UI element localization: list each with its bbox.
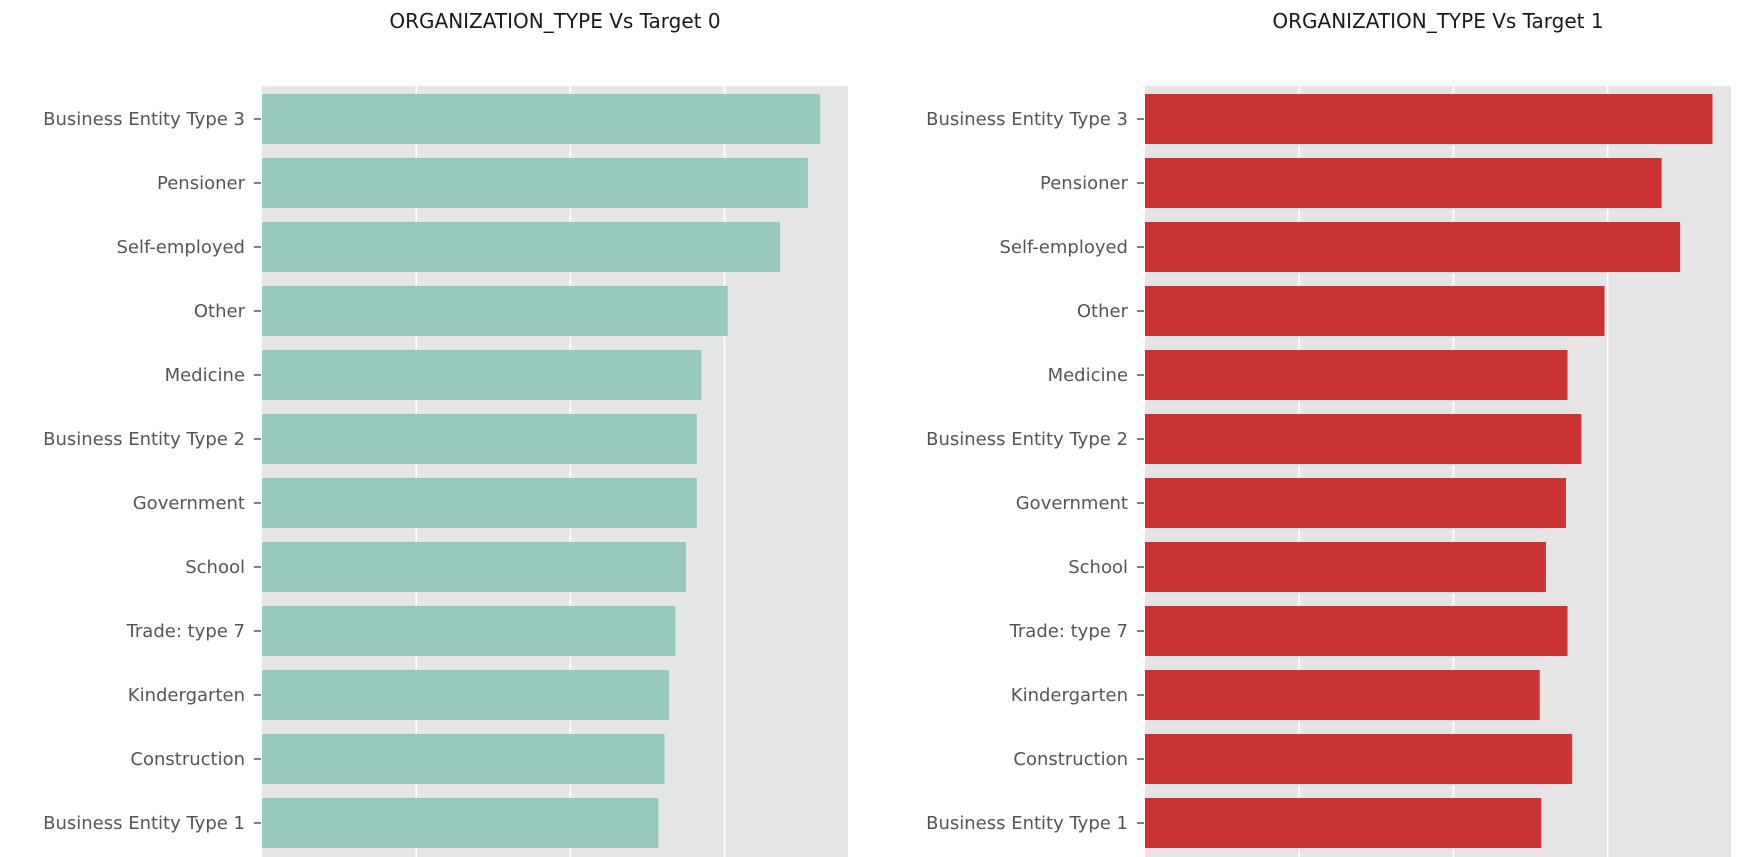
- bar: [1145, 158, 1662, 208]
- bar: [262, 734, 665, 784]
- y-tick-label: Business Entity Type 1: [926, 813, 1128, 834]
- bar: [1145, 478, 1566, 528]
- bar: [1145, 670, 1540, 720]
- y-tick-label: Medicine: [165, 365, 245, 386]
- bar: [1145, 286, 1605, 336]
- y-tick-label: Business Entity Type 3: [43, 109, 245, 130]
- y-tick-label: Trade: type 7: [126, 621, 245, 642]
- bar: [1145, 606, 1568, 656]
- y-tick-label: Self-employed: [999, 237, 1128, 258]
- y-tick-label: School: [185, 557, 245, 578]
- y-tick-label: Business Entity Type 2: [926, 429, 1128, 450]
- y-tick-label: Pensioner: [157, 173, 246, 194]
- y-tick-label: Construction: [1013, 749, 1128, 770]
- y-tick-label: Government: [133, 493, 245, 514]
- bar: [262, 94, 821, 144]
- bar: [262, 670, 670, 720]
- chart-title-target-0: ORGANIZATION_TYPE Vs Target 0: [389, 9, 720, 33]
- y-tick-label: Business Entity Type 1: [43, 813, 245, 834]
- bar: [262, 158, 808, 208]
- y-tick-label: Other: [1077, 301, 1129, 322]
- y-tick-label: School: [1068, 557, 1128, 578]
- bar: [1145, 222, 1681, 272]
- y-tick-label: Business Entity Type 2: [43, 429, 245, 450]
- y-tick-label: Other: [194, 301, 246, 322]
- bar: [262, 286, 728, 336]
- gridlines: [1298, 86, 1609, 857]
- y-tick-label: Government: [1016, 493, 1128, 514]
- bar: [262, 606, 676, 656]
- bar: [262, 222, 781, 272]
- bar: [262, 542, 687, 592]
- y-tick-label: Business Entity Type 3: [926, 109, 1128, 130]
- bar: [262, 478, 697, 528]
- plot-background: [1145, 86, 1731, 857]
- y-tick-label: Construction: [130, 749, 245, 770]
- y-tick-label: Kindergarten: [128, 685, 245, 706]
- bar: [1145, 94, 1713, 144]
- y-tick-label: Kindergarten: [1011, 685, 1128, 706]
- y-tick-label: Self-employed: [116, 237, 245, 258]
- bar: [1145, 542, 1546, 592]
- chart-title-target-1: ORGANIZATION_TYPE Vs Target 1: [1272, 9, 1603, 33]
- plot-background: [262, 86, 848, 857]
- y-tick-label: Trade: type 7: [1009, 621, 1128, 642]
- chart-panel-target-1: ORGANIZATION_TYPE Vs Target 1 Business E…: [926, 9, 1731, 857]
- bar: [1145, 798, 1542, 848]
- y-tick-label: Medicine: [1048, 365, 1128, 386]
- bar: [262, 414, 697, 464]
- y-tick-label: Pensioner: [1040, 173, 1129, 194]
- bar: [262, 350, 702, 400]
- chart-panel-target-0: ORGANIZATION_TYPE Vs Target 0 Business E…: [43, 9, 848, 857]
- gridlines: [415, 86, 726, 857]
- bar: [1145, 734, 1573, 784]
- bar: [1145, 350, 1568, 400]
- bar: [1145, 414, 1582, 464]
- bar: [262, 798, 659, 848]
